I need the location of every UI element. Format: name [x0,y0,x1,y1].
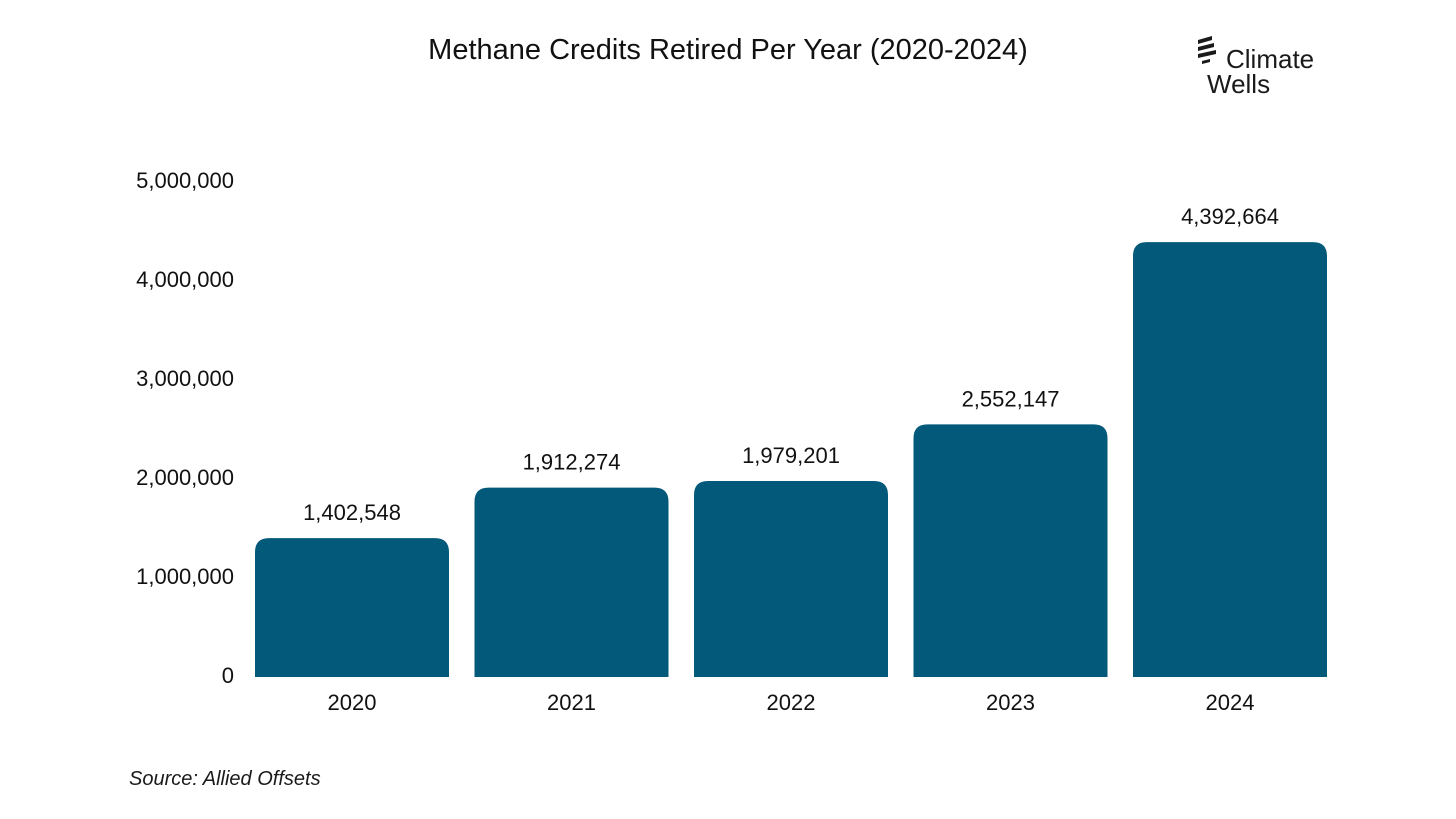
y-tick-label: 0 [222,663,234,688]
bar-value-label: 1,979,201 [742,443,840,468]
source-note: Source: Allied Offsets [129,768,321,790]
x-tick-label: 2024 [1206,690,1255,715]
bar-2021 [474,487,669,677]
y-tick-label: 5,000,000 [136,168,234,193]
x-tick-label: 2021 [547,690,596,715]
y-tick-label: 4,000,000 [136,267,234,292]
bar-value-label: 4,392,664 [1181,204,1279,229]
y-tick-label: 1,000,000 [136,564,234,589]
x-tick-label: 2022 [767,690,816,715]
climate-wells-logo-icon [1198,36,1216,64]
x-tick-label: 2023 [986,690,1035,715]
bar-2022 [694,481,888,677]
bar-value-label: 2,552,147 [962,386,1060,411]
logo-text-wells: Wells [1207,69,1271,99]
logo-text-climate: Climate [1226,44,1315,74]
y-tick-label: 3,000,000 [136,366,234,391]
bar-value-label: 1,912,274 [523,450,621,475]
x-tick-label: 2020 [328,690,377,715]
bar-2020 [255,538,449,677]
bar-2023 [913,424,1108,677]
y-tick-label: 2,000,000 [136,465,234,490]
bar-value-label: 1,402,548 [303,500,401,525]
climate-wells-logo: Climate Wells [1196,36,1336,100]
bar-2024 [1133,242,1327,677]
chart-title: Methane Credits Retired Per Year (2020-2… [428,34,1028,66]
